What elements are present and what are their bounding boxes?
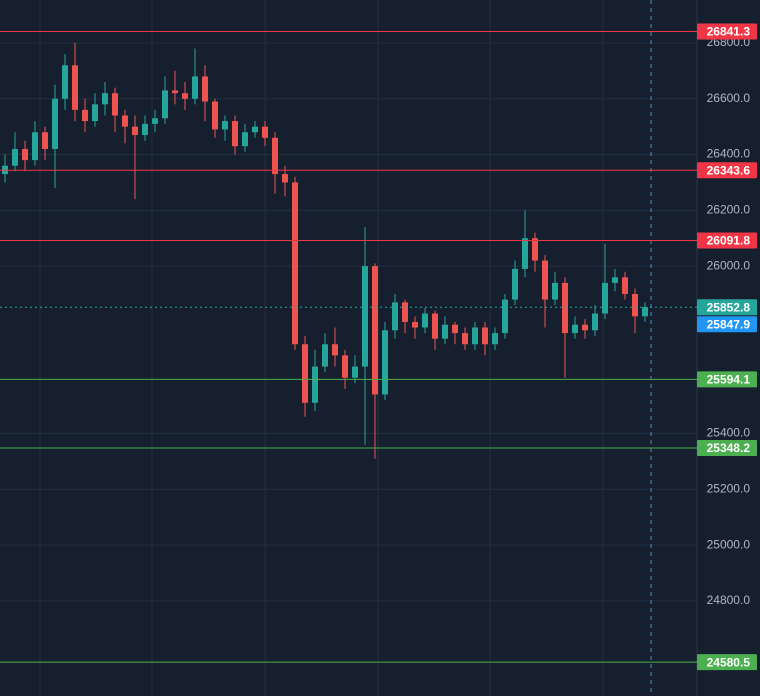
candle-body	[582, 324, 588, 331]
candle-body	[192, 76, 198, 99]
price-tag-label: 25852.8	[707, 300, 751, 314]
price-tag-label: 26091.8	[707, 234, 751, 248]
candle-body	[222, 121, 228, 130]
candle-body	[112, 93, 118, 116]
candle-body	[552, 282, 558, 300]
candle-body	[82, 109, 88, 122]
candle-body	[102, 93, 108, 105]
candle-body	[542, 260, 548, 300]
candle-body	[612, 277, 618, 283]
candle-body	[332, 344, 338, 356]
candle-body	[482, 327, 488, 345]
price-tag	[697, 316, 757, 333]
y-tick-label: 26400.0	[707, 147, 751, 161]
candle-body	[152, 118, 158, 124]
candle-body	[312, 366, 318, 403]
candle-body	[42, 132, 48, 149]
candle-body	[382, 330, 388, 395]
candle-body	[202, 76, 208, 102]
candle-body	[452, 324, 458, 334]
candle-body	[22, 148, 28, 161]
candle-body	[402, 302, 408, 322]
candle-body	[472, 327, 478, 345]
candle-body	[392, 302, 398, 331]
candle-body	[52, 98, 58, 149]
y-tick-label: 24800.0	[707, 593, 751, 607]
candle-body	[642, 307, 648, 317]
price-tag	[697, 299, 757, 316]
candle-body	[432, 313, 438, 339]
candle-body	[62, 65, 68, 99]
price-tag	[697, 439, 757, 456]
price-tag	[697, 162, 757, 179]
price-tag-label: 26343.6	[707, 163, 751, 177]
candle-body	[272, 137, 278, 175]
price-tag	[697, 232, 757, 249]
candle-body	[132, 126, 138, 136]
candle-body	[252, 126, 258, 133]
y-tick-label: 25000.0	[707, 537, 751, 551]
price-tag	[697, 654, 757, 671]
price-tag-label: 25348.2	[707, 441, 751, 455]
candle-body	[362, 266, 368, 367]
candle-body	[162, 90, 168, 119]
candle-body	[182, 93, 188, 99]
candle-body	[442, 324, 448, 339]
candle-body	[602, 282, 608, 314]
candle-body	[592, 313, 598, 331]
candle-body	[412, 321, 418, 328]
candle-body	[502, 299, 508, 334]
candle-body	[72, 65, 78, 110]
candle-body	[632, 294, 638, 317]
y-tick-label: 25400.0	[707, 426, 751, 440]
candle-body	[92, 104, 98, 122]
price-tag-label: 24580.5	[707, 655, 751, 669]
candle-body	[242, 132, 248, 147]
candle-body	[232, 121, 238, 147]
candle-body	[302, 344, 308, 403]
candle-body	[572, 324, 578, 334]
price-tag-label: 26841.3	[707, 25, 751, 39]
candle-body	[142, 123, 148, 136]
candle-body	[342, 355, 348, 378]
candle-body	[532, 238, 538, 261]
candle-body	[492, 333, 498, 345]
candle-body	[352, 366, 358, 378]
candle-body	[372, 266, 378, 395]
y-tick-label: 26600.0	[707, 91, 751, 105]
y-tick-label: 26200.0	[707, 203, 751, 217]
candle-body	[512, 268, 518, 300]
candle-body	[282, 174, 288, 183]
candle-body	[462, 333, 468, 345]
y-tick-label: 26000.0	[707, 258, 751, 272]
candle-body	[622, 277, 628, 295]
price-tag	[697, 23, 757, 40]
candle-body	[122, 115, 128, 127]
candle-body	[262, 126, 268, 138]
candle-body	[32, 132, 38, 161]
candle-body	[172, 90, 178, 94]
price-tag-label: 25594.1	[707, 373, 751, 387]
candle-body	[422, 313, 428, 328]
candle-body	[322, 344, 328, 367]
candle-body	[562, 282, 568, 334]
price-tag	[697, 371, 757, 388]
candle-body	[522, 238, 528, 269]
price-tag-label: 25847.9	[707, 317, 751, 331]
candle-body	[212, 101, 218, 130]
y-tick-label: 25200.0	[707, 481, 751, 495]
candle-body	[12, 148, 18, 166]
candle-body	[292, 182, 298, 345]
